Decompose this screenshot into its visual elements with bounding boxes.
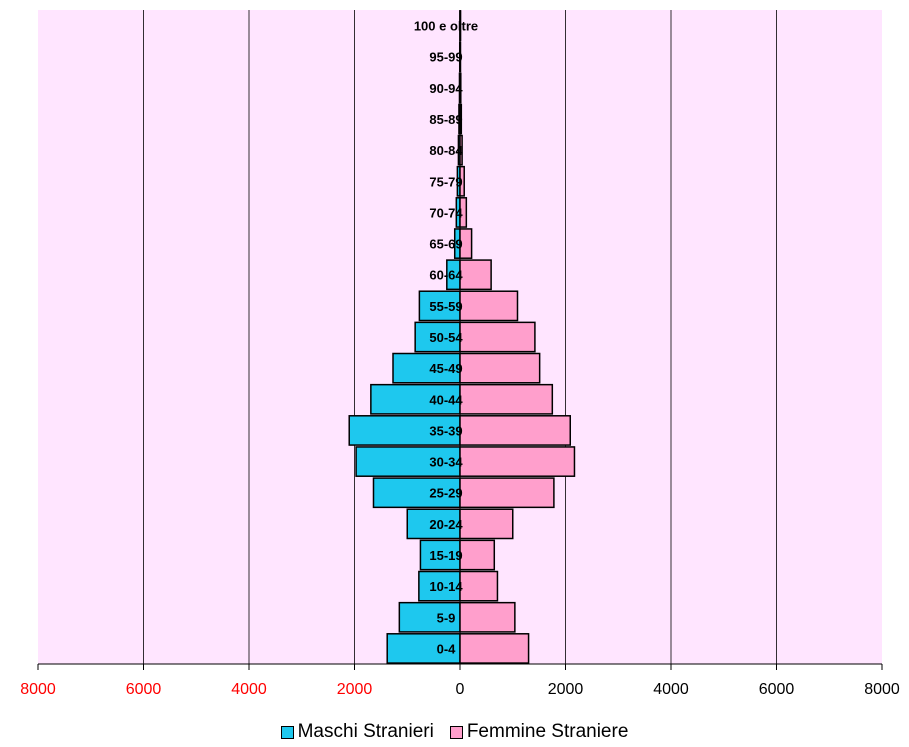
bar-male-50-54 <box>414 321 461 353</box>
x-tick-label-6: 4000 <box>653 681 689 698</box>
legend-item-male: Maschi Stranieri <box>280 721 434 743</box>
age-label-0-4: 0-4 <box>437 641 457 656</box>
bar-female-20-24 <box>459 508 514 540</box>
x-tick-label-5: 2000 <box>548 681 584 698</box>
age-label-50-54: 50-54 <box>429 330 463 345</box>
age-group-labels: 0-4 5-9 10-14 15-19 20-24 25-29 30-34 35-39 40-4… <box>414 19 478 657</box>
bar-female-5-9 <box>459 601 516 633</box>
x-tick-label-2: 4000 <box>231 681 267 698</box>
bar-female-90-94 <box>459 72 462 104</box>
age-label-85-89: 85-89 <box>429 112 462 127</box>
bar-female-85-89 <box>459 103 463 135</box>
bar-female-50-54 <box>459 321 536 353</box>
age-label-95-99: 95-99 <box>429 50 462 65</box>
bar-female-70-74 <box>459 197 468 228</box>
bar-female-30-34 <box>459 446 576 477</box>
x-tick-label-7: 6000 <box>759 681 795 698</box>
bar-female-40-44 <box>459 383 554 415</box>
bar-female-100 e oltre <box>459 10 462 41</box>
bar-female-15-19 <box>459 539 496 571</box>
age-label-90-94: 90-94 <box>429 81 463 96</box>
bar-male-10-14 <box>418 570 461 602</box>
age-label-65-69: 65-69 <box>429 237 462 252</box>
x-tick-label-4: 0 <box>456 681 465 698</box>
bar-male-15-19 <box>419 539 461 571</box>
age-label-100 e oltre: 100 e oltre <box>414 19 478 34</box>
age-label-45-49: 45-49 <box>429 361 462 376</box>
bar-male-25-29 <box>372 477 461 509</box>
female-bars <box>459 10 576 664</box>
age-label-40-44: 40-44 <box>429 392 463 407</box>
x-tick-label-1: 6000 <box>126 681 162 698</box>
bar-female-0-4 <box>459 633 530 664</box>
age-label-15-19: 15-19 <box>429 548 462 563</box>
age-label-70-74: 70-74 <box>429 205 463 220</box>
legend-item-female: Femmine Straniere <box>449 721 629 743</box>
legend-label-female: Femmine Straniere <box>466 721 629 742</box>
x-axis: 8000 6000 4000 2000 0 2000 4000 6000 8000 <box>20 663 900 698</box>
age-label-60-64: 60-64 <box>429 268 463 283</box>
legend: Maschi Stranieri Femmine Straniere <box>0 718 909 746</box>
age-label-20-24: 20-24 <box>429 517 463 532</box>
bar-female-60-64 <box>459 259 492 291</box>
legend-swatch-female <box>449 725 463 739</box>
age-label-35-39: 35-39 <box>429 423 462 438</box>
x-tick-label-8: 8000 <box>864 681 900 698</box>
bar-female-35-39 <box>459 415 571 446</box>
age-label-80-84: 80-84 <box>429 143 463 158</box>
bar-female-65-69 <box>459 228 473 259</box>
male-bars <box>348 10 462 664</box>
bar-male-35-39 <box>348 415 461 446</box>
age-label-55-59: 55-59 <box>429 299 462 314</box>
bar-female-10-14 <box>459 570 499 602</box>
bar-female-25-29 <box>459 477 555 509</box>
age-label-25-29: 25-29 <box>429 486 462 501</box>
age-label-5-9: 5-9 <box>437 610 456 625</box>
bar-female-55-59 <box>459 290 519 322</box>
x-tick-label-3: 2000 <box>337 681 373 698</box>
bar-male-30-34 <box>355 446 461 477</box>
legend-swatch-male <box>280 725 294 739</box>
bar-female-75-79 <box>459 165 465 197</box>
bar-male-45-49 <box>392 352 461 384</box>
bar-female-95-99 <box>459 41 462 73</box>
bar-female-80-84 <box>459 134 463 166</box>
age-label-75-79: 75-79 <box>429 174 462 189</box>
age-label-10-14: 10-14 <box>429 579 463 594</box>
bar-male-40-44 <box>370 383 461 415</box>
age-label-30-34: 30-34 <box>429 455 463 470</box>
legend-label-male: Maschi Stranieri <box>297 721 434 742</box>
bar-male-5-9 <box>398 601 461 633</box>
x-tick-label-0: 8000 <box>20 681 56 698</box>
bar-male-20-24 <box>406 508 461 540</box>
bar-female-45-49 <box>459 352 541 384</box>
